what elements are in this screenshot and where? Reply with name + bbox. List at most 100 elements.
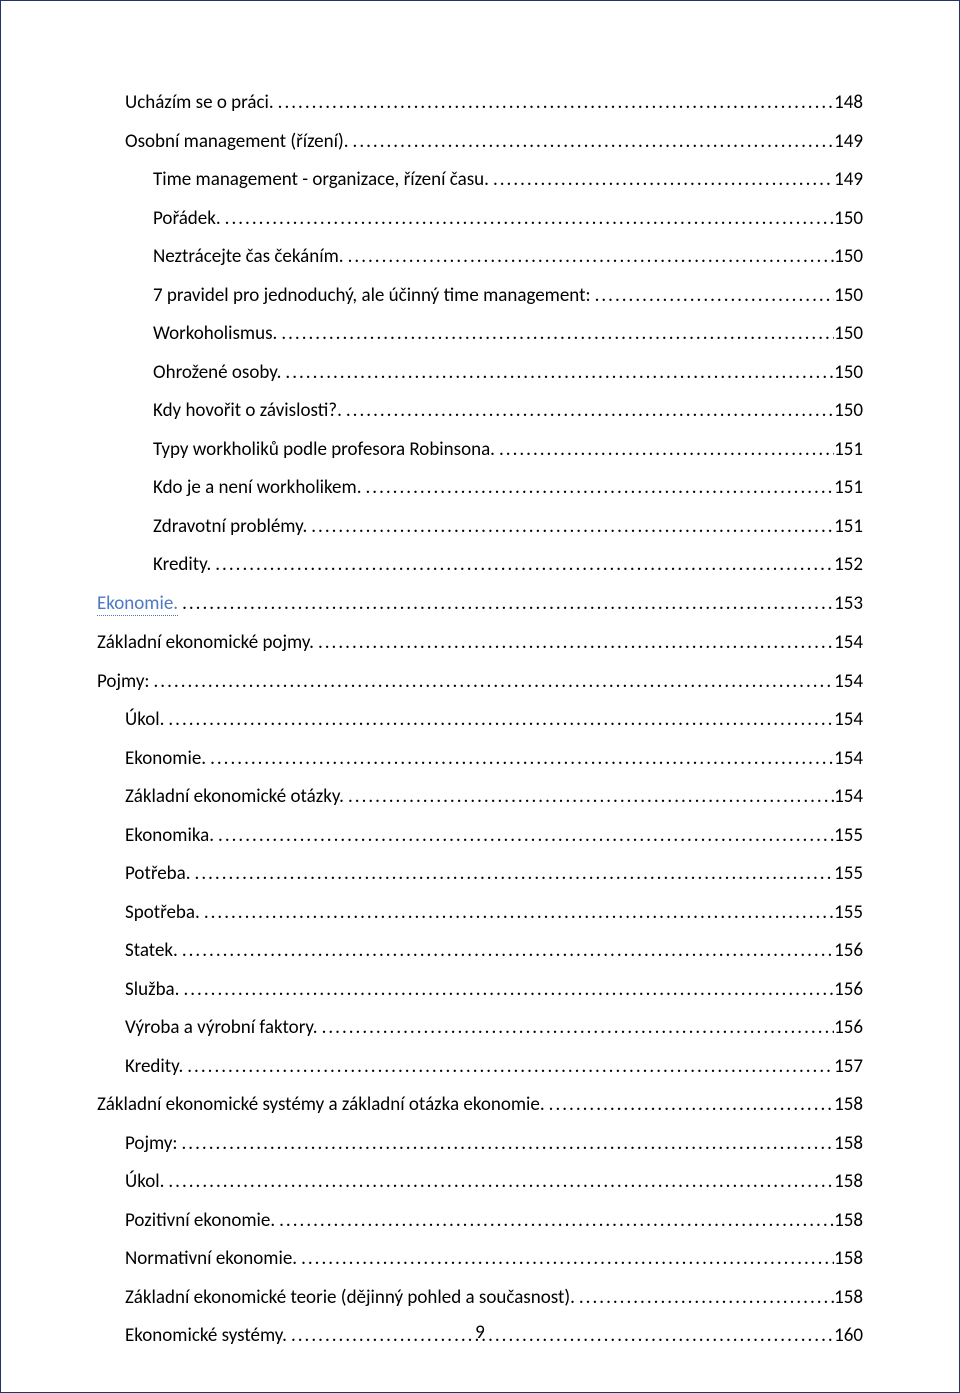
toc-row[interactable]: Základní ekonomické systémy a základní o… xyxy=(97,1093,863,1116)
toc-page-number: 154 xyxy=(834,631,863,654)
toc-title: Základní ekonomické systémy a základní o… xyxy=(97,1093,545,1116)
toc-page-number: 151 xyxy=(834,476,863,499)
toc-leader-dots xyxy=(150,670,835,693)
toc-leader-dots xyxy=(277,322,834,345)
toc-title: Ohrožené osoby. xyxy=(153,361,281,384)
toc-row[interactable]: Základní ekonomické teorie (dějinný pohl… xyxy=(97,1286,863,1309)
toc-leader-dots xyxy=(221,207,834,230)
toc-title: Základní ekonomické otázky. xyxy=(125,785,344,808)
toc-leader-dots xyxy=(164,1170,834,1193)
toc-leader-dots xyxy=(200,901,834,924)
toc-title: Ekonomie. xyxy=(125,747,206,770)
toc-page-number: 149 xyxy=(834,168,863,191)
toc-title: Základní ekonomické teorie (dějinný pohl… xyxy=(125,1286,575,1309)
toc-title: Kdo je a není workholikem. xyxy=(153,476,362,499)
toc-row[interactable]: Kredity.152 xyxy=(97,553,863,576)
toc-leader-dots xyxy=(362,476,835,499)
toc-title: Ucházím se o práci. xyxy=(125,91,274,114)
toc-page-number: 156 xyxy=(834,939,863,962)
toc-title: Typy workholiků podle profesora Robinson… xyxy=(153,438,495,461)
toc-row[interactable]: Služba.156 xyxy=(97,978,863,1001)
toc-page-number: 156 xyxy=(834,978,863,1001)
toc-page-number: 158 xyxy=(834,1247,863,1270)
toc-page-number: 154 xyxy=(834,670,863,693)
toc-page-number: 150 xyxy=(834,361,863,384)
toc-page-number: 150 xyxy=(834,245,863,268)
toc-row[interactable]: Kdy hovořit o závislosti?.150 xyxy=(97,399,863,422)
document-page: Ucházím se o práci.148 Osobní management … xyxy=(0,0,960,1393)
toc-page-number: 158 xyxy=(834,1132,863,1155)
toc-row[interactable]: Time management - organizace, řízení čas… xyxy=(97,168,863,191)
toc-title: Workoholismus. xyxy=(153,322,277,345)
toc-row[interactable]: Úkol.154 xyxy=(97,708,863,731)
toc-page-number: 150 xyxy=(834,322,863,345)
toc-row[interactable]: Normativní ekonomie.158 xyxy=(97,1247,863,1270)
toc-page-number: 155 xyxy=(834,824,863,847)
toc-page-number: 158 xyxy=(834,1286,863,1309)
toc-row[interactable]: Osobní management (řízení).149 xyxy=(97,130,863,153)
toc-leader-dots xyxy=(275,1209,834,1232)
toc-row[interactable]: Statek. 156 xyxy=(97,939,863,962)
toc-row[interactable]: Základní ekonomické otázky.154 xyxy=(97,785,863,808)
toc-row[interactable]: 7 pravidel pro jednoduchý, ale účinný ti… xyxy=(97,284,863,307)
toc-leader-dots xyxy=(297,1247,834,1270)
toc-page-number: 150 xyxy=(834,399,863,422)
toc-row[interactable]: Pořádek.150 xyxy=(97,207,863,230)
toc-leader-dots xyxy=(591,284,835,307)
toc-leader-dots xyxy=(211,553,834,576)
toc-leader-dots xyxy=(545,1093,834,1116)
toc-row[interactable]: Workoholismus. 150 xyxy=(97,322,863,345)
toc-row[interactable]: Pojmy:154 xyxy=(97,670,863,693)
toc-leader-dots xyxy=(191,862,835,885)
toc-title: Úkol. xyxy=(125,1170,164,1193)
toc-page-number: 158 xyxy=(834,1093,863,1116)
toc-row[interactable]: Ohrožené osoby. 150 xyxy=(97,361,863,384)
toc-row[interactable]: Kredity.157 xyxy=(97,1055,863,1078)
page-number: 9 xyxy=(1,1321,959,1344)
toc-leader-dots xyxy=(307,515,834,538)
toc-page-number: 151 xyxy=(834,515,863,538)
toc-leader-dots xyxy=(344,785,834,808)
toc-page-number: 155 xyxy=(834,862,863,885)
toc-row[interactable]: Ekonomie.153 xyxy=(97,592,863,616)
toc-title: Neztrácejte čas čekáním. xyxy=(153,245,344,268)
toc-leader-dots xyxy=(575,1286,834,1309)
toc-row[interactable]: Pojmy:158 xyxy=(97,1132,863,1155)
toc-page-number: 154 xyxy=(834,747,863,770)
toc-title: Zdravotní problémy. xyxy=(153,515,307,538)
toc-row[interactable]: Spotřeba.155 xyxy=(97,901,863,924)
toc-row[interactable]: Ekonomika. 155 xyxy=(97,824,863,847)
toc-row[interactable]: Typy workholiků podle profesora Robinson… xyxy=(97,438,863,461)
toc-row[interactable]: Potřeba. 155 xyxy=(97,862,863,885)
toc-row[interactable]: Ekonomie. 154 xyxy=(97,747,863,770)
toc-row[interactable]: Zdravotní problémy. 151 xyxy=(97,515,863,538)
toc-row[interactable]: Výroba a výrobní faktory.156 xyxy=(97,1016,863,1039)
toc-page-number: 158 xyxy=(834,1170,863,1193)
toc-row[interactable]: Základní ekonomické pojmy. 154 xyxy=(97,631,863,654)
toc-page-number: 158 xyxy=(834,1209,863,1232)
toc-leader-dots xyxy=(318,1016,835,1039)
toc-title: Statek. xyxy=(125,939,178,962)
toc-page-number: 150 xyxy=(834,284,863,307)
toc-row[interactable]: Pozitivní ekonomie. 158 xyxy=(97,1209,863,1232)
toc-leader-dots xyxy=(214,824,834,847)
toc-title: Výroba a výrobní faktory. xyxy=(125,1016,318,1039)
toc-title: Kredity. xyxy=(153,553,211,576)
toc-row[interactable]: Ucházím se o práci.148 xyxy=(97,91,863,114)
toc-leader-dots xyxy=(274,91,834,114)
toc-leader-dots xyxy=(495,438,834,461)
toc-leader-dots xyxy=(314,631,834,654)
toc-title: Ekonomie. xyxy=(97,592,178,616)
toc-leader-dots xyxy=(178,939,834,962)
toc-title: Ekonomika. xyxy=(125,824,214,847)
toc-row[interactable]: Kdo je a není workholikem. 151 xyxy=(97,476,863,499)
toc-leader-dots xyxy=(183,1055,834,1078)
toc-row[interactable]: Neztrácejte čas čekáním. 150 xyxy=(97,245,863,268)
toc-title: Základní ekonomické pojmy. xyxy=(97,631,314,654)
toc-title: Potřeba. xyxy=(125,862,191,885)
toc-leader-dots xyxy=(344,245,835,268)
toc-row[interactable]: Úkol. 158 xyxy=(97,1170,863,1193)
toc-title: Spotřeba. xyxy=(125,901,200,924)
table-of-contents: Ucházím se o práci.148 Osobní management … xyxy=(97,91,863,1347)
toc-title: Pozitivní ekonomie. xyxy=(125,1209,275,1232)
